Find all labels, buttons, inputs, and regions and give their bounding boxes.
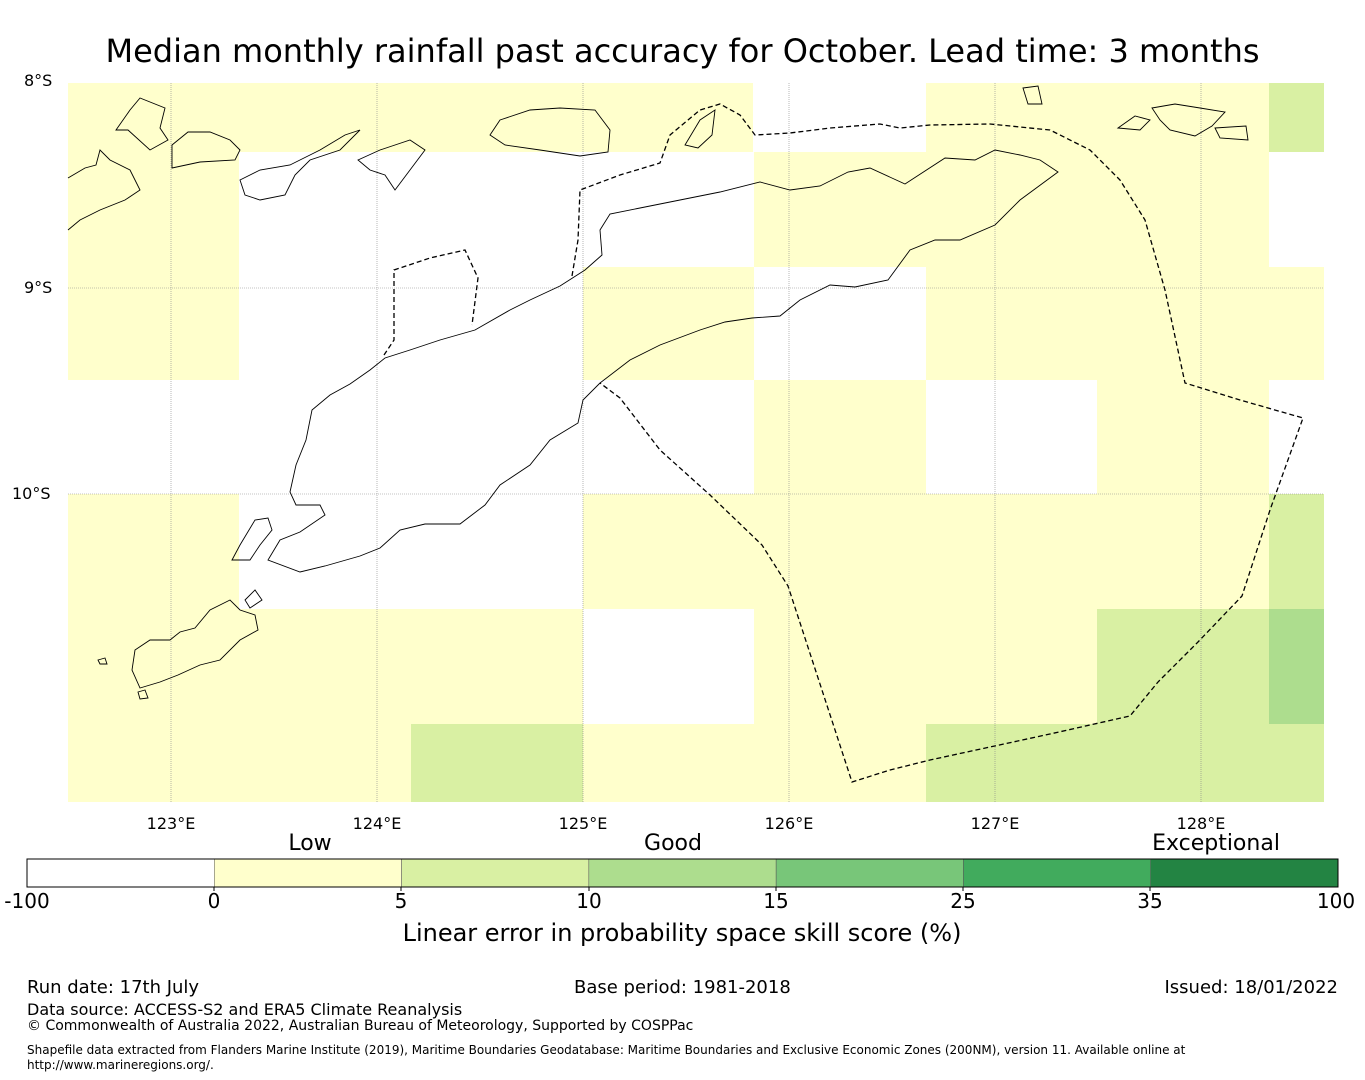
colorbar-tick: -100 bbox=[4, 889, 50, 913]
lat-label: 10°S bbox=[12, 484, 51, 503]
base-period: Base period: 1981-2018 bbox=[574, 977, 791, 998]
savu-coastline bbox=[131, 599, 259, 689]
grid-cell bbox=[754, 152, 1269, 267]
colorbar-tick: 5 bbox=[394, 889, 408, 913]
coastlines bbox=[67, 85, 1249, 700]
colorbar-tick: 100 bbox=[1316, 889, 1356, 913]
lat-label: 8°S bbox=[24, 71, 53, 90]
pantar-coastline bbox=[357, 139, 426, 191]
shapefile-credit: Shapefile data extracted from Flanders M… bbox=[27, 1043, 1186, 1057]
ndana-coastline bbox=[137, 689, 149, 700]
timor-coastline bbox=[267, 149, 1059, 573]
eez-boundaries bbox=[383, 103, 1304, 783]
colorbar-tick: 15 bbox=[763, 889, 789, 913]
wetar-coastline bbox=[489, 107, 611, 157]
skill-grid bbox=[68, 83, 1324, 802]
colorbar-title: Linear error in probability space skill … bbox=[402, 919, 962, 947]
lon-label: 125°E bbox=[558, 814, 608, 833]
dao-coastline bbox=[97, 657, 108, 665]
colorbar-tick: 25 bbox=[950, 889, 976, 913]
map-title: Median monthly rainfall past accuracy fo… bbox=[105, 32, 1260, 70]
colorbar-segment bbox=[401, 858, 590, 888]
grid-cell bbox=[583, 724, 926, 802]
skill-map bbox=[67, 83, 1324, 802]
colorbar-tick: 35 bbox=[1137, 889, 1163, 913]
grid-cell bbox=[1269, 494, 1324, 609]
colorbar bbox=[26, 858, 1339, 891]
colorbar-tick: 0 bbox=[207, 889, 221, 913]
grid-cell bbox=[411, 724, 583, 802]
atauro-coastline bbox=[684, 109, 716, 149]
grid-cell bbox=[926, 267, 1324, 380]
grid-cell bbox=[1269, 83, 1324, 152]
colorbar-segment bbox=[214, 858, 402, 888]
grid-cell bbox=[926, 83, 1269, 152]
issued-date: Issued: 18/01/2022 bbox=[1164, 977, 1338, 998]
grid-cell bbox=[583, 267, 754, 380]
grid-cell bbox=[1269, 609, 1324, 724]
grid-cell bbox=[68, 724, 411, 802]
rote-coastline bbox=[244, 589, 263, 609]
moa-coastline bbox=[1151, 103, 1226, 137]
leti-coastline bbox=[1116, 115, 1151, 131]
colorbar-segment bbox=[588, 858, 777, 888]
legend-category: Good bbox=[644, 831, 702, 856]
grid-cell bbox=[926, 724, 1324, 802]
grid-cell bbox=[68, 267, 239, 380]
grid-cell bbox=[68, 494, 239, 609]
lon-label: 126°E bbox=[764, 814, 814, 833]
lon-label: 124°E bbox=[352, 814, 402, 833]
sumba-coastline bbox=[231, 517, 273, 561]
legend-category: Exceptional bbox=[1152, 831, 1280, 856]
kisar-coastline bbox=[1022, 85, 1043, 105]
eez-boundary-oecusse bbox=[383, 249, 479, 356]
colorbar-tick: 10 bbox=[576, 889, 602, 913]
lat-label: 9°S bbox=[24, 278, 53, 297]
grid-cell bbox=[754, 380, 926, 494]
colorbar-segments bbox=[26, 858, 1339, 888]
grid-cell bbox=[583, 494, 1269, 609]
grid-cell bbox=[68, 609, 583, 724]
lesser-islands-coastline bbox=[239, 129, 361, 201]
north-islands-coastline bbox=[67, 149, 141, 231]
colorbar-segment bbox=[775, 858, 964, 888]
grid-cell bbox=[1097, 609, 1269, 724]
alor-coastline bbox=[171, 131, 241, 169]
shapefile-url: http://www.marineregions.org/. bbox=[27, 1058, 214, 1072]
grid-cell bbox=[754, 609, 1097, 724]
lon-label: 128°E bbox=[1176, 814, 1226, 833]
flores-coastline bbox=[115, 97, 169, 151]
legend-category: Low bbox=[288, 831, 332, 856]
graticule bbox=[68, 83, 1324, 802]
copyright: © Commonwealth of Australia 2022, Austra… bbox=[27, 1018, 694, 1034]
colorbar-segment bbox=[963, 858, 1151, 888]
lon-label: 123°E bbox=[146, 814, 196, 833]
lakor-coastline bbox=[1214, 125, 1249, 141]
data-source: Data source: ACCESS-S2 and ERA5 Climate … bbox=[27, 1000, 463, 1019]
grid-cell bbox=[68, 152, 239, 267]
grid-cell bbox=[1097, 380, 1269, 494]
lon-label: 127°E bbox=[970, 814, 1020, 833]
eez-boundary-timor-north bbox=[571, 103, 1304, 783]
run-date: Run date: 17th July bbox=[27, 977, 200, 998]
colorbar-segment bbox=[26, 858, 215, 888]
colorbar-segment bbox=[1150, 858, 1339, 888]
